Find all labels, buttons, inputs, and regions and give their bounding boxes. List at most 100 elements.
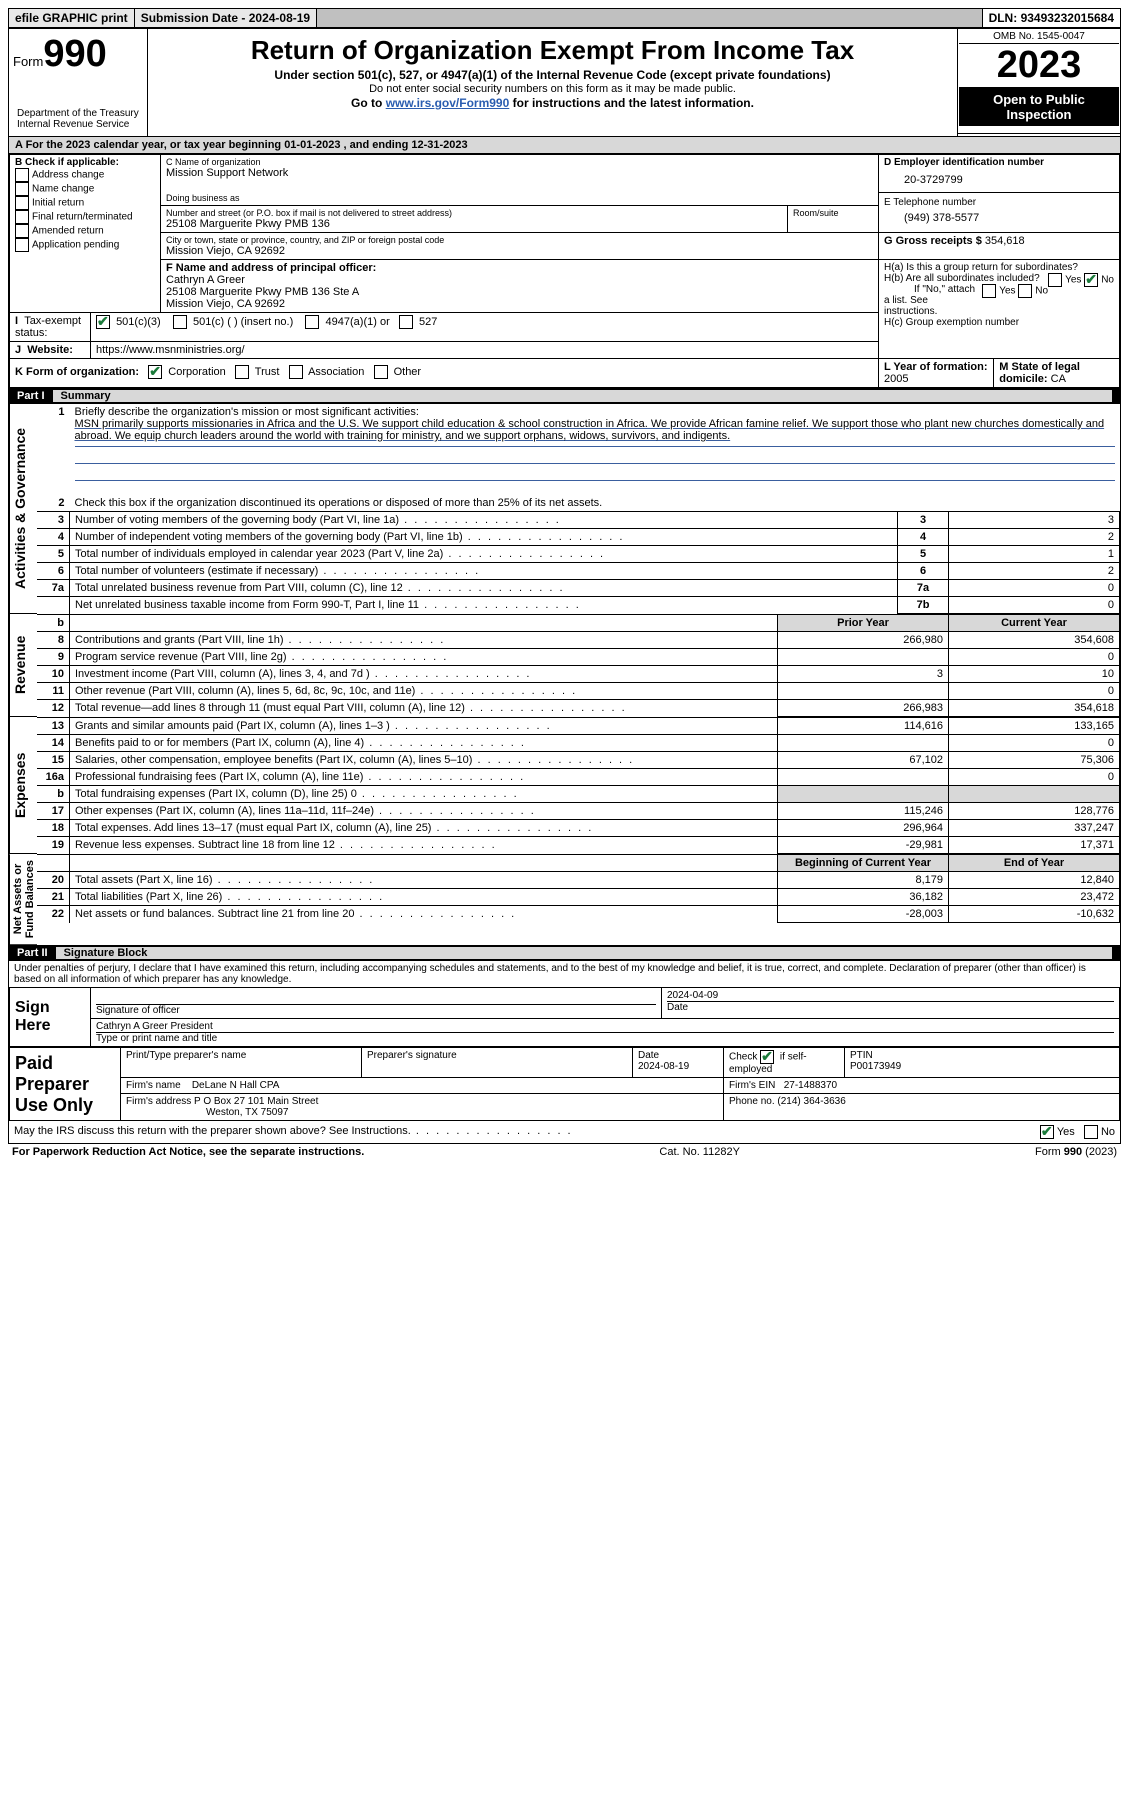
chk-other[interactable] bbox=[374, 365, 388, 379]
chk-app-pending[interactable] bbox=[15, 238, 29, 252]
row-num: b bbox=[37, 786, 70, 803]
mission-block: Briefly describe the organization's miss… bbox=[70, 404, 1120, 495]
row-text: Investment income (Part VIII, column (A)… bbox=[70, 666, 778, 683]
row-num: 11 bbox=[37, 683, 70, 700]
open-inspection: Open to Public Inspection bbox=[959, 88, 1119, 126]
prior-value bbox=[778, 786, 949, 803]
officer-name: Cathryn A Greer bbox=[166, 274, 245, 286]
row-num: 16a bbox=[37, 769, 70, 786]
current-value: 337,247 bbox=[949, 820, 1120, 837]
form-title: Return of Organization Exempt From Incom… bbox=[152, 35, 953, 66]
col-begin-year: Beginning of Current Year bbox=[778, 855, 949, 872]
firm-ein-cell: Firm's EIN 27-1488370 bbox=[724, 1078, 1120, 1094]
chk-name-change[interactable] bbox=[15, 182, 29, 196]
prior-value: 67,102 bbox=[778, 752, 949, 769]
prior-value: 115,246 bbox=[778, 803, 949, 820]
dln-label: DLN: bbox=[989, 11, 1021, 25]
col-end-year: End of Year bbox=[949, 855, 1120, 872]
org-name: Mission Support Network bbox=[166, 167, 873, 179]
row-value: 3 bbox=[949, 512, 1120, 529]
mission-text: MSN primarily supports missionaries in A… bbox=[75, 418, 1105, 442]
footer-right: Form 990 (2023) bbox=[1035, 1146, 1117, 1158]
opt-initial-return: Initial return bbox=[32, 198, 84, 209]
row-num: 17 bbox=[37, 803, 70, 820]
chk-4947[interactable] bbox=[305, 315, 319, 329]
row-text: Number of voting members of the governin… bbox=[70, 512, 898, 529]
perjury-statement: Under penalties of perjury, I declare th… bbox=[9, 961, 1121, 987]
city-state-zip: Mission Viejo, CA 92692 bbox=[166, 245, 873, 257]
current-value bbox=[949, 786, 1120, 803]
prior-value bbox=[778, 683, 949, 700]
year-cell: OMB No. 1545-0047 2023 Open to Public In… bbox=[958, 29, 1121, 134]
title-sub3: Go to www.irs.gov/Form990 for instructio… bbox=[152, 96, 953, 110]
current-value: 0 bbox=[949, 649, 1120, 666]
chk-assoc[interactable] bbox=[289, 365, 303, 379]
row-value: 0 bbox=[949, 597, 1120, 614]
chk-discuss-yes[interactable] bbox=[1040, 1125, 1054, 1139]
chk-address-change[interactable] bbox=[15, 168, 29, 182]
opt-address-change: Address change bbox=[32, 170, 104, 181]
vtab-net-assets: Net Assets orFund Balances bbox=[9, 854, 37, 945]
row-text: Total liabilities (Part X, line 26) bbox=[70, 889, 778, 906]
prior-value bbox=[778, 769, 949, 786]
part-2-header: Part IISignature Block bbox=[9, 945, 1120, 961]
efile-print-button[interactable]: efile GRAPHIC print bbox=[9, 9, 135, 27]
current-value: 23,472 bbox=[949, 889, 1120, 906]
section-a: A For the 2023 calendar year, or tax yea… bbox=[9, 137, 1121, 154]
prior-value bbox=[778, 735, 949, 752]
chk-self-employed[interactable] bbox=[760, 1050, 774, 1064]
submission-date-label: Submission Date - 2024-08-19 bbox=[135, 9, 317, 27]
prep-sig-label: Preparer's signature bbox=[362, 1048, 633, 1078]
row-box: 4 bbox=[898, 529, 949, 546]
chk-trust[interactable] bbox=[235, 365, 249, 379]
box-g: G Gross receipts $ 354,618 bbox=[879, 233, 1120, 260]
chk-initial-return[interactable] bbox=[15, 196, 29, 210]
row-text: Benefits paid to or for members (Part IX… bbox=[70, 735, 778, 752]
row-num: 10 bbox=[37, 666, 70, 683]
sig-date-cell: 2024-04-09 Date bbox=[662, 988, 1120, 1019]
row-text: Professional fundraising fees (Part IX, … bbox=[70, 769, 778, 786]
opt-amended: Amended return bbox=[32, 226, 104, 237]
prior-value: 266,983 bbox=[778, 700, 949, 717]
sign-here-label: Sign Here bbox=[10, 988, 91, 1047]
paid-preparer-label: PaidPreparerUse Only bbox=[10, 1048, 121, 1121]
chk-amended[interactable] bbox=[15, 224, 29, 238]
row-num: 14 bbox=[37, 735, 70, 752]
prep-date-cell: Date2024-08-19 bbox=[633, 1048, 724, 1078]
chk-501c[interactable] bbox=[173, 315, 187, 329]
chk-527[interactable] bbox=[399, 315, 413, 329]
row-num: 13 bbox=[37, 718, 70, 735]
row-text: Total number of volunteers (estimate if … bbox=[70, 563, 898, 580]
row-num: 19 bbox=[37, 837, 70, 854]
chk-ha-yes[interactable] bbox=[1048, 273, 1062, 287]
chk-hb-yes[interactable] bbox=[982, 284, 996, 298]
opt-final-return: Final return/terminated bbox=[32, 212, 133, 223]
state-domicile: CA bbox=[1051, 373, 1066, 385]
prior-value: 36,182 bbox=[778, 889, 949, 906]
dln-cell: DLN: 93493232015684 bbox=[982, 9, 1120, 27]
chk-ha-no[interactable] bbox=[1084, 273, 1098, 287]
irs-link[interactable]: www.irs.gov/Form990 bbox=[386, 96, 510, 110]
chk-501c3[interactable] bbox=[96, 315, 110, 329]
prior-value: 114,616 bbox=[778, 718, 949, 735]
row-num bbox=[37, 597, 70, 614]
part-1-header: Part ISummary bbox=[9, 388, 1120, 404]
street-address: 25108 Marguerite Pkwy PMB 136 bbox=[166, 218, 782, 230]
phone-value: (949) 378-5577 bbox=[884, 208, 1114, 228]
prior-value: -29,981 bbox=[778, 837, 949, 854]
row-value: 2 bbox=[949, 529, 1120, 546]
chk-corp[interactable] bbox=[148, 365, 162, 379]
chk-final-return[interactable] bbox=[15, 210, 29, 224]
officer-addr1: 25108 Marguerite Pkwy PMB 136 Ste A bbox=[166, 286, 359, 298]
chk-discuss-no[interactable] bbox=[1084, 1125, 1098, 1139]
form-990-main: Form990 Department of the Treasury Inter… bbox=[8, 28, 1121, 1144]
title-sub2: Do not enter social security numbers on … bbox=[152, 83, 953, 95]
prep-name-label: Print/Type preparer's name bbox=[121, 1048, 362, 1078]
chk-hb-no[interactable] bbox=[1018, 284, 1032, 298]
tax-year: 2023 bbox=[959, 44, 1119, 88]
row-num: 6 bbox=[37, 563, 70, 580]
row-num: 12 bbox=[37, 700, 70, 717]
row-num: 21 bbox=[37, 889, 70, 906]
row-num: 5 bbox=[37, 546, 70, 563]
row-value: 1 bbox=[949, 546, 1120, 563]
